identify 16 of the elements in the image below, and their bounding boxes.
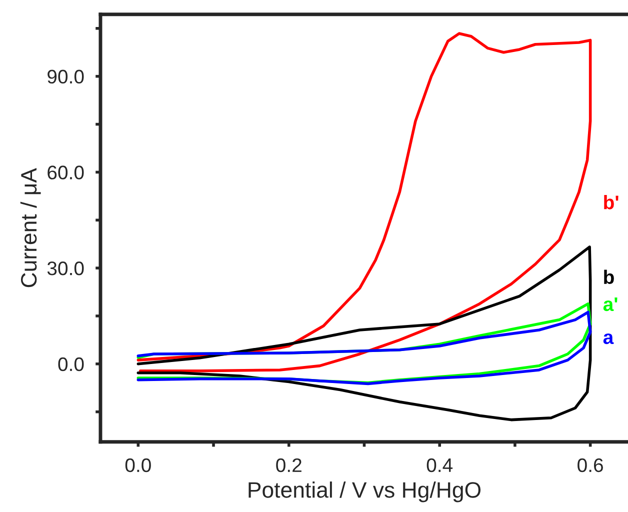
x-tick-label: 0.4 (426, 458, 453, 472)
line-series (136, 246, 592, 422)
y-tick-label: 0.0 (58, 357, 84, 372)
series-label: b (604, 270, 614, 284)
series-label: a' (603, 298, 618, 312)
x-tick-label: 0.2 (276, 458, 302, 472)
x-tick-label: 0.0 (125, 458, 151, 472)
y-tick-label: 30.0 (47, 262, 84, 276)
y-tick-label: 60.0 (48, 166, 84, 180)
x-axis-title: Potential / V vs Hg/HgO (248, 482, 481, 502)
series-label: b' (604, 195, 618, 210)
series-label: a (603, 333, 614, 344)
y-axis-title: Current / μA (20, 168, 41, 288)
x-tick-label: 0.6 (578, 458, 603, 472)
line-series (136, 32, 592, 372)
y-tick-label: 90.0 (48, 70, 84, 84)
